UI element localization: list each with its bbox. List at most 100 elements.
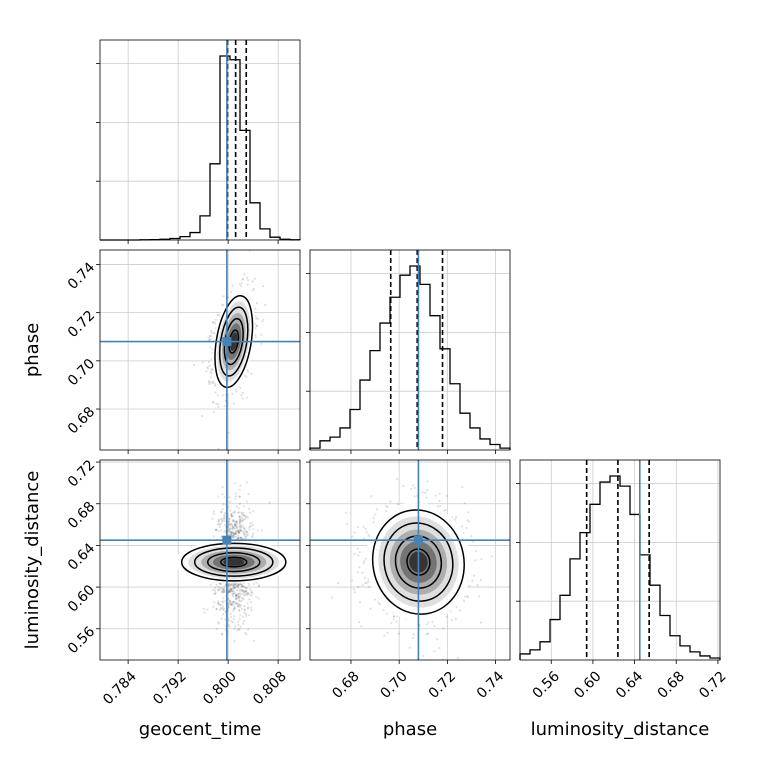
scatter-point [372,521,375,524]
scatter-point [208,338,211,341]
scatter-point [241,597,244,600]
scatter-point [233,606,237,610]
scatter-point [258,584,261,587]
scatter-point [208,380,211,383]
scatter-point [221,600,224,603]
scatter-point [228,600,231,603]
scatter-point [212,411,215,414]
scatter-point [239,592,242,595]
scatter-point [230,531,233,534]
scatter-point [239,536,242,540]
scatter-point [223,585,226,588]
scatter-point [479,578,483,582]
density-shade [223,558,245,566]
scatter-point [229,533,233,536]
scatter-point [217,585,220,589]
scatter-point [237,537,240,540]
scatter-point [210,372,213,375]
scatter-point [235,594,238,597]
scatter-point [231,600,234,604]
scatter-point [232,511,235,514]
scatter-point [238,521,241,524]
scatter-point [470,535,473,538]
scatter-point [239,594,242,598]
scatter-point [222,613,225,616]
scatter-point [243,527,246,530]
scatter-point [209,346,212,349]
scatter-point [207,381,211,384]
scatter-point [230,588,233,592]
scatter-point [436,638,439,641]
scatter-point [231,531,234,535]
scatter-point [408,646,411,649]
scatter-point [228,599,231,602]
scatter-point [242,518,245,522]
x-tick-label: 0.60 [571,668,604,701]
scatter-point [217,403,220,406]
scatter-point [208,365,211,368]
scatter-point [224,618,227,621]
scatter-point [235,596,238,599]
scatter-point [241,397,244,400]
scatter-point [233,511,236,514]
scatter-point [360,625,363,628]
scatter-point [236,589,239,592]
scatter-point [247,507,251,511]
scatter-point [373,598,376,601]
scatter-point [445,615,448,619]
scatter-point [231,590,234,593]
y-axis-label-phase: phase [22,323,43,377]
scatter-point [241,514,244,517]
scatter-point [231,592,234,596]
scatter-point [356,547,359,550]
scatter-point [236,537,239,540]
scatter-point [238,536,241,539]
scatter-point [260,342,263,345]
scatter-point [358,551,361,554]
scatter-point [227,522,230,526]
scatter-point [246,531,249,534]
scatter-point [235,520,238,524]
scatter-point [238,597,241,600]
scatter-point [215,583,218,587]
scatter-point [221,485,224,489]
scatter-point [237,596,240,599]
scatter-point [236,605,240,608]
scatter-point [209,376,212,379]
scatter-point [212,401,215,404]
scatter-point [219,603,223,606]
scatter-point [255,595,258,599]
scatter-point [247,628,250,631]
scatter-point [239,526,242,529]
scatter-point [227,587,230,591]
scatter-point [384,510,388,513]
scatter-point [232,519,235,522]
scatter-point [244,593,247,596]
scatter-point [229,531,232,534]
scatter-point [219,608,222,612]
scatter-point [231,520,235,523]
scatter-point [237,530,240,533]
scatter-point [234,625,237,628]
scatter-point [228,584,231,587]
scatter-point [433,650,436,653]
scatter-point [234,595,237,598]
scatter-point [472,540,475,543]
scatter-point [239,529,242,532]
scatter-point [475,550,478,553]
scatter-point [463,502,466,505]
scatter-point [223,512,227,515]
scatter-point [246,602,249,605]
scatter-point [229,588,232,591]
scatter-point [246,396,249,399]
scatter-point [246,283,249,286]
scatter-point [220,607,223,610]
scatter-point [231,523,234,526]
density-contour [193,547,274,577]
density-contour [394,535,443,589]
scatter-point [218,622,221,625]
scatter-point [250,521,253,524]
density-panel-luminosity-distance-vs-phase: 0.68 0.70 0.72 0.74 [306,459,511,702]
scatter-point [240,585,243,588]
scatter-point [241,391,244,394]
